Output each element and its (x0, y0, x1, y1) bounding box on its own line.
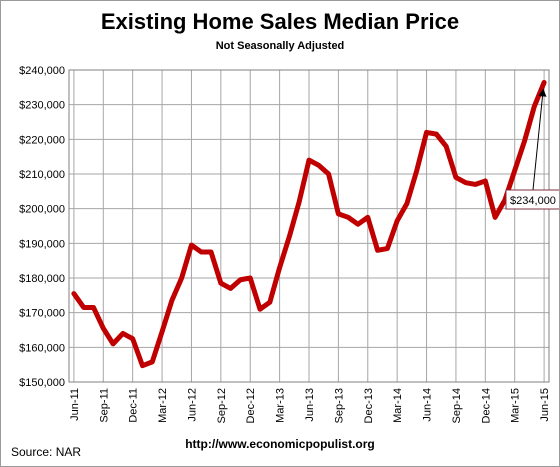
data-point (91, 305, 95, 309)
x-tick-label: Jun-14 (422, 388, 434, 422)
data-point (111, 342, 115, 346)
data-point (297, 200, 301, 204)
data-point (366, 215, 370, 219)
data-point (131, 337, 135, 341)
x-tick-label: Jun-12 (186, 388, 198, 422)
y-tick-label: $170,000 (19, 308, 65, 320)
callout-label: $234,000 (510, 195, 556, 207)
data-point (101, 326, 105, 330)
y-tick-label: $240,000 (19, 65, 65, 77)
data-point (160, 330, 164, 334)
data-point (140, 364, 144, 368)
x-tick-label: Jun-15 (539, 388, 551, 422)
data-point (474, 182, 478, 186)
y-tick-label: $220,000 (19, 134, 65, 146)
x-tick-label: Mar-15 (510, 388, 522, 423)
data-point (336, 212, 340, 216)
data-point (72, 292, 76, 296)
data-point (542, 80, 546, 84)
source-label: Source: NAR (11, 445, 82, 459)
data-point (356, 222, 360, 226)
y-tick-label: $230,000 (19, 100, 65, 112)
data-point (327, 172, 331, 176)
x-tick-label: Sep-14 (451, 388, 463, 423)
data-point (238, 278, 242, 282)
data-point (385, 247, 389, 251)
x-tick-label: Mar-14 (392, 388, 404, 423)
data-point (454, 175, 458, 179)
data-point (287, 234, 291, 238)
data-point (464, 181, 468, 185)
data-point (532, 104, 536, 108)
data-point (150, 360, 154, 364)
data-point (219, 281, 223, 285)
chart-subtitle: Not Seasonally Adjusted (215, 40, 345, 52)
chart-title: Existing Home Sales Median Price (100, 9, 460, 34)
data-point (170, 299, 174, 303)
data-point (395, 219, 399, 223)
x-tick-label: Sep-13 (333, 388, 345, 423)
x-tick-label: Mar-12 (157, 388, 169, 423)
data-point (493, 215, 497, 219)
x-tick-label: Mar-13 (275, 388, 287, 423)
y-tick-label: $190,000 (19, 238, 65, 250)
data-point (180, 276, 184, 280)
x-tick-label: Sep-11 (98, 388, 110, 423)
source-url: http://www.economicpopulist.org (185, 437, 375, 451)
data-point (513, 169, 517, 173)
y-tick-label: $210,000 (19, 169, 65, 181)
x-tick-label: Jun-13 (304, 388, 316, 422)
data-point (376, 248, 380, 252)
data-point (82, 305, 86, 309)
callout-arrow (532, 88, 547, 191)
data-point (209, 250, 213, 254)
callout-box (505, 189, 559, 210)
data-point (444, 144, 448, 148)
data-point (121, 331, 125, 335)
data-point (278, 266, 282, 270)
x-tick-label: Dec-13 (363, 388, 375, 423)
y-tick-label: $180,000 (19, 273, 65, 285)
data-point (317, 163, 321, 167)
data-point (425, 130, 429, 134)
data-point (415, 169, 419, 173)
data-point (483, 179, 487, 183)
data-point (346, 215, 350, 219)
data-point (189, 243, 193, 247)
x-tick-label: Dec-12 (245, 388, 257, 423)
data-point (229, 286, 233, 290)
x-tick-label: Sep-12 (216, 388, 228, 423)
y-tick-label: $150,000 (19, 377, 65, 389)
plot-area-border (68, 69, 550, 383)
data-point (248, 276, 252, 280)
data-point (523, 139, 527, 143)
data-point (199, 250, 203, 254)
data-point (268, 300, 272, 304)
data-point (405, 201, 409, 205)
y-tick-label: $160,000 (19, 342, 65, 354)
x-tick-label: Dec-11 (128, 388, 140, 423)
data-point (307, 158, 311, 162)
x-tick-label: Jun-11 (69, 388, 81, 421)
x-tick-label: Dec-14 (480, 388, 492, 423)
data-point (258, 307, 262, 311)
y-tick-label: $200,000 (19, 204, 65, 216)
data-point (434, 132, 438, 136)
